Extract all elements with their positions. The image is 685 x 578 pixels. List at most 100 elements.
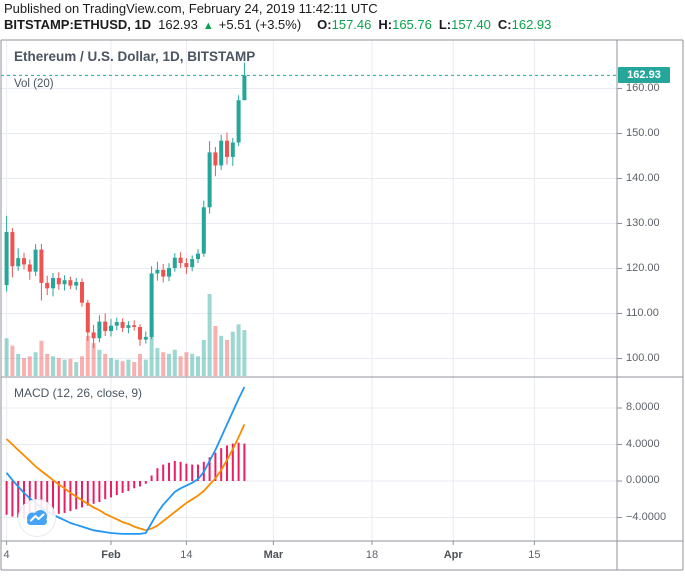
candle-body	[236, 100, 241, 143]
price-change: +5.51 (+3.5%)	[218, 17, 302, 32]
volume-bar	[16, 353, 21, 376]
candle-body	[4, 232, 9, 286]
candle-body	[219, 140, 224, 166]
volume-bar	[39, 340, 44, 376]
candle-body	[85, 302, 90, 333]
candle-body	[190, 259, 195, 268]
price-tick-label: 140.00	[626, 171, 660, 184]
candle-body	[27, 264, 32, 272]
macd-tick-label: 4.0000	[626, 437, 660, 450]
candle-body	[172, 257, 177, 269]
time-tick-label: 18	[365, 549, 379, 561]
volume-bar	[120, 361, 125, 376]
candle-body	[10, 232, 15, 267]
volume-indicator-label[interactable]: Vol (20)	[14, 78, 54, 90]
candle-body	[103, 321, 108, 332]
candle-body	[109, 325, 113, 332]
volume-bar	[56, 357, 61, 376]
volume-bar	[22, 357, 26, 376]
volume-bar	[190, 353, 195, 376]
candle-body	[178, 257, 183, 264]
candle-body	[91, 332, 96, 339]
volume-bar	[68, 358, 73, 376]
volume-bar	[132, 362, 137, 376]
volume-bar	[4, 338, 9, 376]
candle-body	[225, 140, 229, 157]
price-tick-label: 160.00	[626, 81, 660, 94]
macd-tick-label: 8.0000	[626, 401, 660, 413]
candle-body	[155, 269, 160, 274]
volume-bar	[74, 362, 79, 376]
candle-body	[230, 142, 235, 157]
volume-bar	[85, 335, 90, 376]
volume-bar	[97, 349, 102, 376]
time-tick-label: 4	[3, 549, 10, 561]
macd-tick-label: −4.0000	[626, 510, 667, 523]
price-tick-label: 110.00	[626, 306, 659, 319]
candle-body	[80, 282, 84, 303]
candle-body	[143, 336, 148, 340]
volume-bar	[225, 339, 229, 376]
candle-body	[167, 268, 171, 277]
volume-bar	[91, 343, 96, 376]
high-label: H:	[378, 17, 393, 32]
volume-bar	[167, 353, 171, 376]
candle-body	[39, 249, 44, 283]
volume-bar	[33, 352, 38, 376]
candle-body	[45, 282, 50, 289]
volume-bar	[109, 357, 113, 376]
signal-line	[5, 424, 246, 532]
candle-body	[161, 269, 166, 277]
candle-body	[138, 327, 142, 340]
volume-bar	[207, 294, 212, 376]
volume-bar	[196, 356, 200, 376]
time-tick-label: Apr	[443, 549, 463, 561]
candle-body	[213, 152, 218, 166]
candle-body	[22, 258, 26, 265]
price-tick-label: 150.00	[626, 126, 660, 139]
candle-body	[68, 280, 73, 286]
candle-body	[62, 280, 67, 285]
open-value: 157.46	[331, 17, 372, 32]
time-tick-label: 14	[180, 549, 193, 561]
volume-bar	[138, 353, 142, 376]
volume-bar	[114, 359, 119, 376]
candle-body	[51, 277, 55, 289]
time-tick-label: Mar	[263, 549, 284, 561]
volume-bar	[184, 352, 189, 376]
volume-bar	[143, 359, 148, 376]
candle-body	[97, 321, 102, 339]
time-tick-label: 15	[528, 549, 541, 561]
price-tick-label: 120.00	[626, 261, 660, 274]
tradingview-logo-button[interactable]	[18, 499, 56, 537]
low-value: 157.40	[451, 17, 491, 32]
up-triangle-icon: ▲	[202, 20, 214, 32]
chart-title: Ethereum / U.S. Dollar, 1D, BITSTAMP	[14, 49, 256, 64]
volume-bar	[27, 356, 32, 376]
volume-bar	[161, 352, 166, 376]
candle-body	[132, 325, 137, 327]
macd-indicator-label[interactable]: MACD (12, 26, close, 9)	[14, 386, 143, 400]
published-line: Published on TradingView.com, February 2…	[4, 1, 378, 16]
ticker-symbol: BITSTAMP:ETHUSD, 1D	[4, 17, 152, 32]
last-price: 162.93	[158, 17, 198, 32]
candle-body	[201, 207, 206, 254]
candle-body	[114, 322, 119, 326]
candle-body	[33, 249, 38, 272]
price-tick-label: 130.00	[626, 216, 660, 229]
macd-tick-label: 0.0000	[626, 474, 660, 486]
volume-bar	[201, 339, 206, 376]
volume-bar	[51, 356, 55, 376]
candle-body	[120, 322, 125, 328]
volume-bar	[172, 349, 177, 376]
candle-body	[74, 282, 79, 286]
candle-body	[242, 75, 247, 101]
volume-bar	[178, 356, 183, 376]
open-label: O:	[317, 17, 332, 32]
candle-body	[149, 273, 154, 337]
candle-body	[184, 263, 189, 268]
candle-body	[196, 253, 200, 260]
volume-bar	[80, 356, 84, 376]
volume-bar	[149, 317, 154, 376]
